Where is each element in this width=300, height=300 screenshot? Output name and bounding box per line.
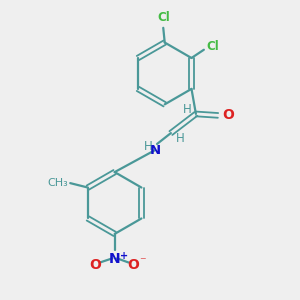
Text: N: N [149, 144, 161, 157]
Text: O: O [90, 258, 101, 272]
Text: H: H [144, 140, 153, 153]
Text: O: O [222, 108, 234, 122]
Text: +: + [120, 251, 128, 261]
Text: Cl: Cl [206, 40, 219, 53]
Text: H: H [183, 103, 192, 116]
Text: N: N [109, 252, 121, 266]
Text: CH₃: CH₃ [47, 178, 68, 188]
Text: O: O [127, 258, 139, 272]
Text: ⁻: ⁻ [140, 255, 146, 268]
Text: Cl: Cl [157, 11, 169, 24]
Text: H: H [176, 132, 185, 145]
